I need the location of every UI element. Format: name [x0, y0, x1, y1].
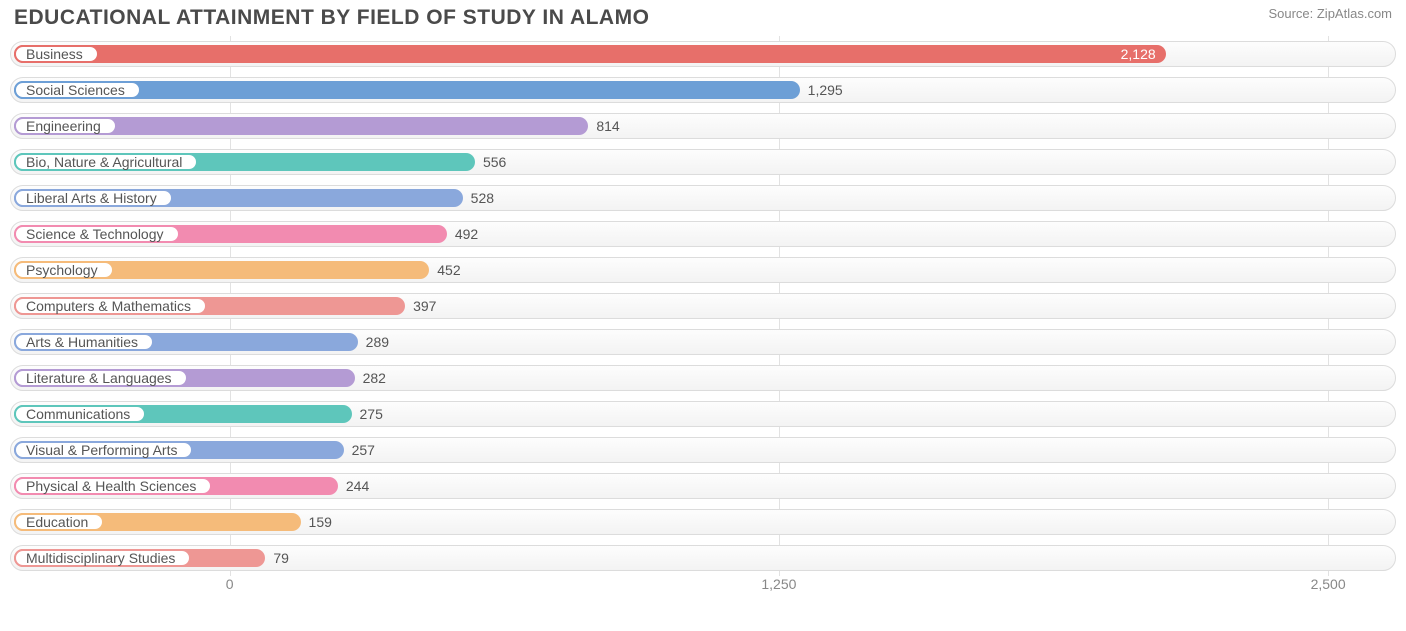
chart-header: EDUCATIONAL ATTAINMENT BY FIELD OF STUDY…	[10, 6, 1396, 36]
bar-value-label: 556	[483, 154, 506, 170]
bar-track: Physical & Health Sciences 244	[10, 473, 1396, 499]
bar-value-label: 814	[596, 118, 619, 134]
bar-row: Physical & Health Sciences 244	[10, 468, 1396, 504]
bar-row: Engineering 814	[10, 108, 1396, 144]
bar-value-label: 159	[309, 514, 332, 530]
x-axis: 0 1,250 2,500	[10, 576, 1396, 596]
chart-source: Source: ZipAtlas.com	[1268, 6, 1392, 21]
bar-value-label: 492	[455, 226, 478, 242]
bar-label-pill: Liberal Arts & History	[14, 189, 173, 207]
bar-track: Bio, Nature & Agricultural 556	[10, 149, 1396, 175]
bar-label-pill: Physical & Health Sciences	[14, 477, 212, 495]
bar-label-pill: Science & Technology	[14, 225, 180, 243]
bar-row: Psychology 452	[10, 252, 1396, 288]
chart-container: EDUCATIONAL ATTAINMENT BY FIELD OF STUDY…	[0, 0, 1406, 631]
bar-row: Computers & Mathematics 397	[10, 288, 1396, 324]
bar-row: Visual & Performing Arts 257	[10, 432, 1396, 468]
bar-track: Communications 275	[10, 401, 1396, 427]
bar-value-label: 257	[352, 442, 375, 458]
bar-row: Social Sciences 1,295	[10, 72, 1396, 108]
bar-row: Education 159	[10, 504, 1396, 540]
bar-row: Literature & Languages 282	[10, 360, 1396, 396]
chart-bars: Business 2,128 Social Sciences 1,295 Enginee…	[10, 36, 1396, 576]
bar-track: Literature & Languages 282	[10, 365, 1396, 391]
bar-label-pill: Literature & Languages	[14, 369, 188, 387]
bar-row: Liberal Arts & History 528	[10, 180, 1396, 216]
bar-label-pill: Multidisciplinary Studies	[14, 549, 191, 567]
chart-plot: Business 2,128 Social Sciences 1,295 Enginee…	[10, 36, 1396, 596]
bar-label-pill: Arts & Humanities	[14, 333, 154, 351]
bar-label-pill: Visual & Performing Arts	[14, 441, 193, 459]
bar-value-label: 397	[413, 298, 436, 314]
bar-value-label: 452	[437, 262, 460, 278]
bar-value-label: 275	[360, 406, 383, 422]
bar-row: Business 2,128	[10, 36, 1396, 72]
bar-track: Business 2,128	[10, 41, 1396, 67]
bar-value-label: 2,128	[1121, 46, 1156, 62]
bar-row: Multidisciplinary Studies 79	[10, 540, 1396, 576]
bar-row: Arts & Humanities 289	[10, 324, 1396, 360]
bar-row: Science & Technology 492	[10, 216, 1396, 252]
bar-fill	[14, 45, 1166, 63]
bar-track: Social Sciences 1,295	[10, 77, 1396, 103]
x-tick-label: 0	[226, 576, 234, 592]
bar-label-pill: Bio, Nature & Agricultural	[14, 153, 198, 171]
bar-value-label: 282	[363, 370, 386, 386]
bar-label-pill: Social Sciences	[14, 81, 141, 99]
x-tick-label: 1,250	[761, 576, 796, 592]
x-tick-label: 2,500	[1311, 576, 1346, 592]
bar-value-label: 1,295	[808, 82, 843, 98]
bar-label-pill: Business	[14, 45, 99, 63]
bar-label-pill: Computers & Mathematics	[14, 297, 207, 315]
chart-title: EDUCATIONAL ATTAINMENT BY FIELD OF STUDY…	[14, 6, 649, 30]
bar-track: Multidisciplinary Studies 79	[10, 545, 1396, 571]
bar-value-label: 528	[471, 190, 494, 206]
bar-track: Science & Technology 492	[10, 221, 1396, 247]
bar-value-label: 289	[366, 334, 389, 350]
bar-track: Engineering 814	[10, 113, 1396, 139]
bar-row: Bio, Nature & Agricultural 556	[10, 144, 1396, 180]
bar-label-pill: Engineering	[14, 117, 117, 135]
bar-value-label: 244	[346, 478, 369, 494]
bar-row: Communications 275	[10, 396, 1396, 432]
bar-track: Psychology 452	[10, 257, 1396, 283]
bar-track: Education 159	[10, 509, 1396, 535]
bar-track: Computers & Mathematics 397	[10, 293, 1396, 319]
bar-track: Liberal Arts & History 528	[10, 185, 1396, 211]
bar-label-pill: Psychology	[14, 261, 114, 279]
bar-label-pill: Education	[14, 513, 104, 531]
bar-track: Arts & Humanities 289	[10, 329, 1396, 355]
bar-track: Visual & Performing Arts 257	[10, 437, 1396, 463]
bar-label-pill: Communications	[14, 405, 146, 423]
bar-value-label: 79	[273, 550, 289, 566]
